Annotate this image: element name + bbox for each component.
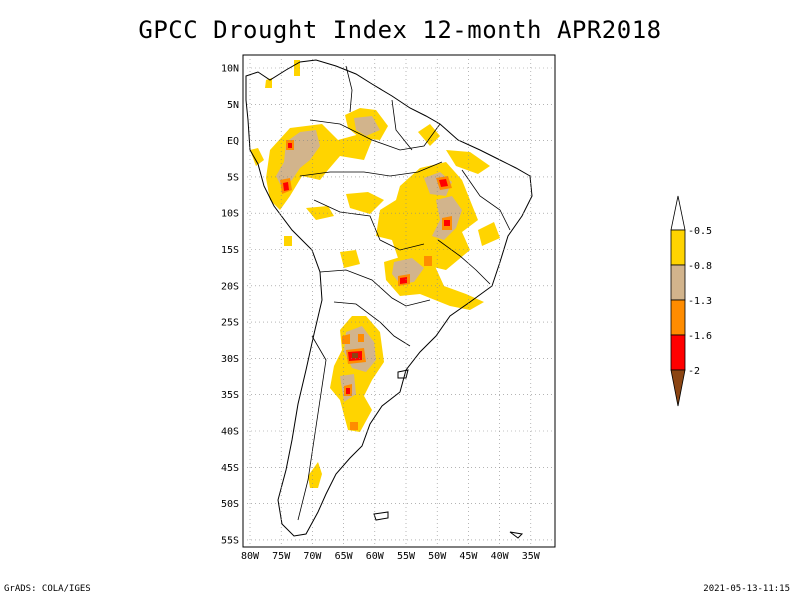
latitude-labels: 10N 5N EQ 5S 10S 15S 20S 25S 30S 35S 40S… <box>221 64 239 547</box>
lon-tick-label: 50W <box>428 551 447 562</box>
longitude-labels: 80W 75W 70W 65W 60W 55W 50W 45W 40W 35W <box>241 551 541 562</box>
lon-tick-label: 45W <box>459 551 478 562</box>
lat-tick-label: 25S <box>221 318 239 329</box>
drought-shading-severe <box>280 140 452 430</box>
legend-labels: -0.5 -0.8 -1.3 -1.6 -2 <box>688 226 712 377</box>
map-title: GPCC Drought Index 12-month APR2018 <box>138 16 662 44</box>
lat-tick-label: 5N <box>227 100 239 111</box>
country-borders <box>297 65 511 521</box>
legend-swatch-severe <box>670 299 686 336</box>
coastline <box>245 59 533 539</box>
lat-tick-label: EQ <box>227 136 239 147</box>
legend-label: -2 <box>688 366 700 377</box>
lat-tick-label: 45S <box>221 463 239 474</box>
lon-tick-label: 70W <box>303 551 322 562</box>
graticule <box>243 55 555 547</box>
legend-swatch-extreme <box>670 334 686 371</box>
legend-label: -1.6 <box>688 331 712 342</box>
lat-tick-label: 20S <box>221 281 239 292</box>
lon-tick-label: 80W <box>241 551 260 562</box>
lat-tick-label: 50S <box>221 499 239 510</box>
legend-swatch-mild <box>670 229 686 266</box>
lat-tick-label: 35S <box>221 390 239 401</box>
legend-swatch-moderate <box>670 264 686 301</box>
lat-tick-label: 5S <box>227 172 239 183</box>
legend-label: -1.3 <box>688 296 712 307</box>
legend-label: -0.5 <box>688 226 712 237</box>
software-credit: GrADS: COLA/IGES <box>4 584 91 594</box>
lat-tick-label: 55S <box>221 535 239 546</box>
legend-swatch-exceptional <box>670 369 686 407</box>
lon-tick-label: 35W <box>522 551 541 562</box>
timestamp: 2021-05-13-11:15 <box>703 584 790 594</box>
legend-swatch-none <box>670 195 686 231</box>
lat-tick-label: 15S <box>221 245 239 256</box>
lon-tick-label: 40W <box>491 551 510 562</box>
lat-tick-label: 10N <box>221 64 239 75</box>
lat-tick-label: 30S <box>221 354 239 365</box>
lat-tick-label: 10S <box>221 209 239 220</box>
map-frame <box>242 54 556 548</box>
lon-tick-label: 55W <box>397 551 416 562</box>
legend-label: -0.8 <box>688 261 712 272</box>
lon-tick-label: 75W <box>272 551 291 562</box>
lon-tick-label: 60W <box>366 551 385 562</box>
lat-tick-label: 40S <box>221 427 239 438</box>
color-legend <box>670 195 686 407</box>
lon-tick-label: 65W <box>335 551 354 562</box>
